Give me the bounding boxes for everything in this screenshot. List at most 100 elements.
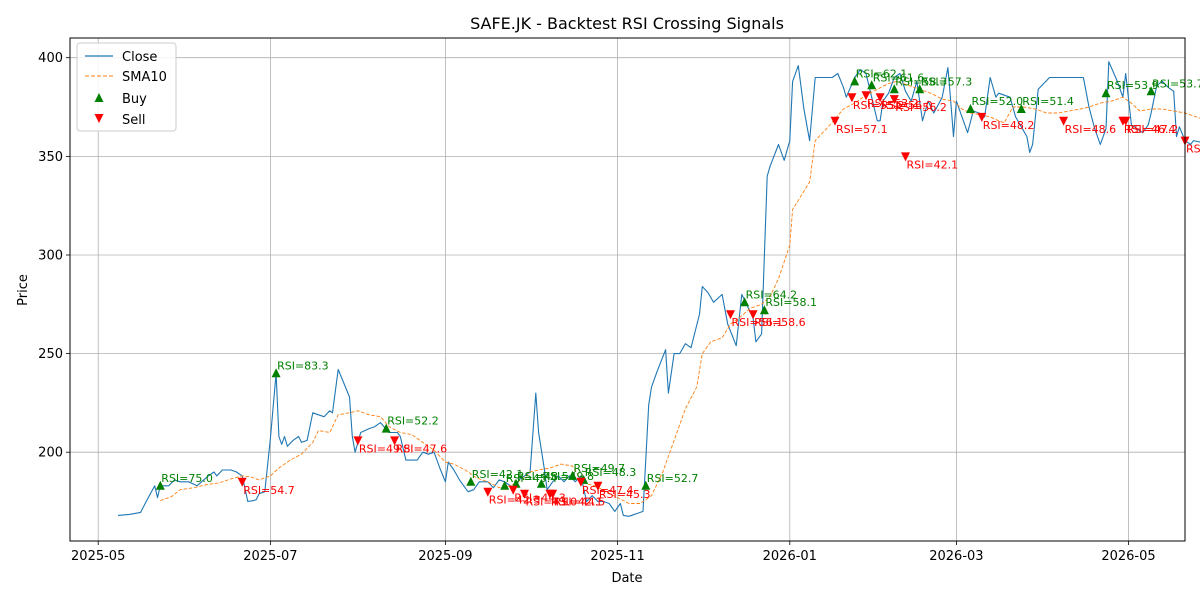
buy-rsi-label: RSI=53.9: [1107, 79, 1159, 92]
sell-marker: [847, 93, 857, 103]
y-axis-label: Price: [16, 274, 31, 306]
x-axis-label: Date: [611, 571, 642, 586]
signal-markers: RSI=75.0RSI=83.3RSI=52.2RSI=42.1RSI=45.4…: [155, 67, 1200, 509]
buy-marker: [1101, 88, 1111, 98]
sell-rsi-label: RSI=46.4: [1124, 123, 1176, 136]
buy-marker: [867, 80, 877, 90]
buy-marker: [271, 368, 281, 378]
buy-marker: [850, 76, 860, 86]
buy-marker: [759, 305, 769, 315]
plot-series: [117, 61, 1200, 517]
buy-marker: [466, 476, 476, 486]
sell-rsi-label: RSI=48.6: [1065, 123, 1117, 136]
buy-marker: [1146, 86, 1156, 96]
buy-rsi-label: RSI=64.2: [746, 288, 798, 301]
legend-box: [76, 42, 177, 132]
buy-rsi-label: RSI=48.5: [517, 470, 569, 483]
sell-marker: [901, 152, 910, 162]
x-tick-label: 2025-11: [590, 549, 644, 564]
sell-marker: [576, 477, 586, 487]
sell-rsi-label: RSI=42.3: [489, 494, 541, 507]
y-tick-label: 200: [38, 446, 63, 461]
x-tick-label: 2026-05: [1101, 549, 1155, 564]
sell-marker: [889, 95, 899, 105]
buy-marker: [381, 423, 391, 433]
legend-buy-marker: [94, 93, 104, 102]
buy-rsi-label: RSI=57.3: [921, 75, 973, 88]
chart-title: SAFE.JK - Backtest RSI Crossing Signals: [470, 14, 784, 33]
x-tick-label: 2025-05: [71, 549, 125, 564]
sell-rsi-label: RSI=45.3: [599, 488, 651, 501]
sell-marker: [593, 481, 603, 491]
buy-rsi-label: RSI=83.3: [277, 359, 329, 372]
x-tick-label: 2025-09: [418, 549, 472, 564]
x-tick-label: 2026-03: [929, 549, 983, 564]
buy-rsi-label: RSI=52.0: [972, 95, 1024, 108]
y-axis: 200 250 300 350 400: [38, 51, 70, 461]
buy-marker: [641, 480, 651, 490]
buy-marker: [1016, 104, 1026, 113]
legend-sell-label: Sell: [122, 113, 145, 128]
buy-rsi-label: RSI=52.2: [387, 415, 439, 428]
buy-rsi-label: RSI=52.7: [647, 472, 699, 485]
sell-rsi-label: RSI=42.9: [1186, 143, 1200, 156]
sell-marker: [861, 91, 871, 101]
sell-marker: [977, 112, 987, 122]
buy-marker: [966, 104, 975, 113]
buy-marker: [568, 470, 577, 480]
sell-rsi-label: RSI=47.6: [396, 442, 448, 455]
buy-rsi-label: RSI=51.4: [1022, 95, 1074, 108]
series-line-close: [117, 61, 1200, 517]
buy-rsi-label: RSI=62.1: [856, 67, 908, 80]
buy-marker: [915, 84, 925, 94]
buy-marker: [500, 480, 510, 490]
legend-sell-marker: [94, 114, 104, 123]
buy-rsi-label: RSI=49.7: [574, 462, 626, 475]
y-tick-label: 350: [38, 150, 63, 165]
sell-marker: [237, 477, 247, 487]
buy-marker: [536, 478, 546, 488]
buy-rsi-label: RSI=42.1: [472, 468, 524, 481]
sell-rsi-label: RSI=56.2: [895, 101, 947, 114]
sell-marker: [548, 489, 558, 499]
buy-rsi-label: RSI=75.0: [161, 472, 213, 485]
y-tick-label: 400: [38, 51, 63, 66]
buy-rsi-label: RSI=48.3: [585, 466, 637, 479]
sell-marker: [353, 436, 363, 446]
sell-rsi-label: RSI=58.6: [754, 316, 806, 329]
sell-rsi-label: RSI=55.2: [853, 99, 905, 112]
buy-marker: [511, 478, 521, 488]
sell-marker: [390, 436, 400, 446]
sell-rsi-label: RSI=49.8: [359, 442, 411, 455]
grid-lines: [70, 38, 1185, 541]
buy-marker: [889, 84, 899, 94]
plot-area-frame: [69, 37, 1186, 542]
buy-rsi-label: RSI=53.7: [1152, 77, 1200, 90]
buy-marker: [155, 480, 165, 490]
buy-rsi-label: RSI=58.3: [895, 75, 947, 88]
sell-marker: [875, 93, 885, 103]
sell-marker: [520, 489, 529, 499]
sell-rsi-label: RSI=42.1: [551, 496, 603, 509]
sell-rsi-label: RSI=54.7: [243, 484, 295, 497]
x-tick-label: 2025-07: [243, 549, 297, 564]
sell-marker: [726, 310, 735, 320]
sell-marker: [483, 487, 493, 497]
x-axis: 2025-05 2025-07 2025-09 2025-11 2026-01 2026-…: [71, 541, 1156, 564]
buy-rsi-label: RSI=58.1: [765, 296, 817, 309]
sell-rsi-label: RSI=57.1: [836, 123, 888, 136]
sell-rsi-label: RSI=48.2: [983, 119, 1035, 132]
sell-rsi-label: RSI=43.0: [526, 496, 578, 509]
sell-rsi-label: RSI=42.1: [907, 158, 959, 171]
y-tick-label: 300: [38, 249, 63, 264]
sell-rsi-label: RSI=47.4: [582, 484, 634, 497]
buy-marker: [740, 297, 750, 307]
sell-marker: [830, 116, 840, 126]
x-tick-label: 2026-01: [763, 549, 817, 564]
legend: Close SMA10 Buy Sell: [76, 42, 177, 132]
sell-marker: [748, 310, 758, 320]
buy-rsi-label: RSI=61.6: [873, 71, 925, 84]
legend-sma10-label: SMA10: [122, 70, 167, 85]
